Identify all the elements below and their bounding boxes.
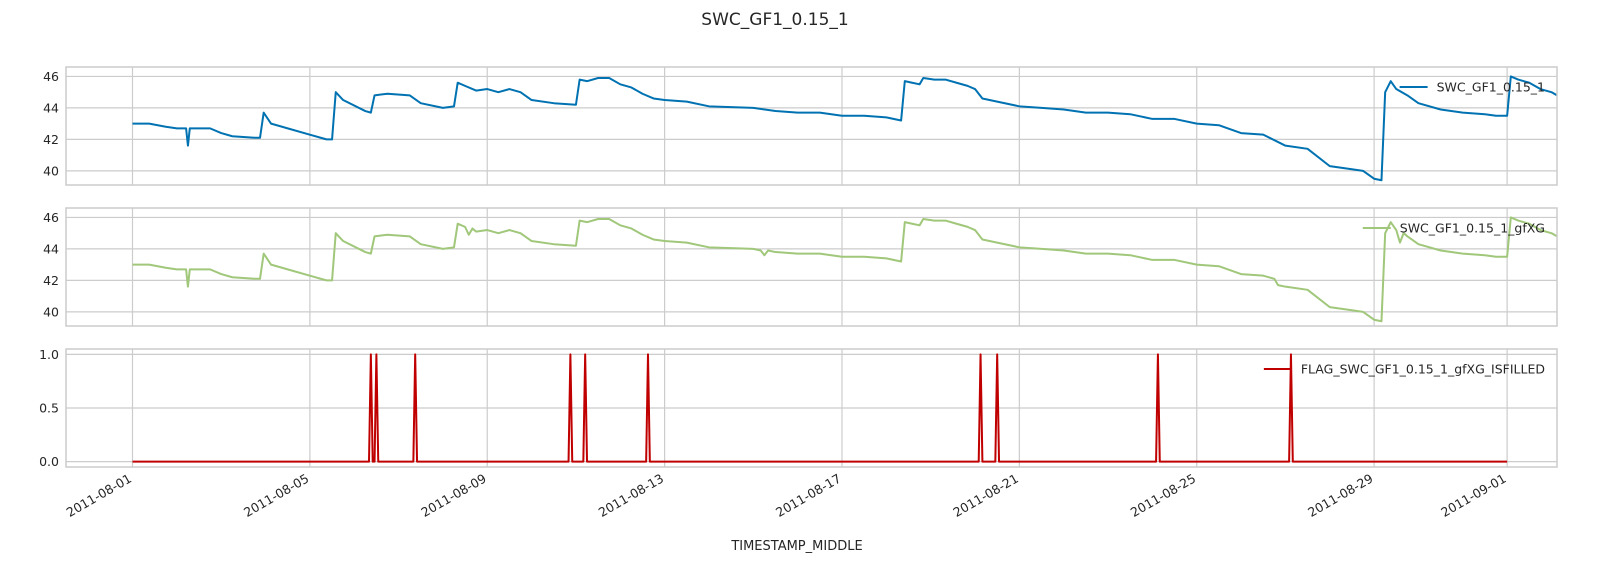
x-tick-label: 2011-08-05 bbox=[241, 471, 311, 520]
y-tick-label: 1.0 bbox=[39, 347, 59, 362]
legend-label: FLAG_SWC_GF1_0.15_1_gfXG_ISFILLED bbox=[1301, 362, 1545, 377]
subplot-1: 40 42 44 46 SWC_GF1_0.15_1 bbox=[43, 66, 1558, 186]
y-tick-label: 40 bbox=[43, 163, 59, 178]
series-line bbox=[132, 75, 1557, 182]
axes-frame bbox=[65, 207, 1558, 327]
x-tick-label: 2011-08-21 bbox=[950, 471, 1020, 520]
x-tick-label: 2011-08-09 bbox=[418, 471, 488, 520]
subplot-3: 0.0 0.5 1.0 FLAG_SWC_GF1_0.15_1_gfXG_ISFILL… bbox=[39, 347, 1558, 469]
legend-label: SWC_GF1_0.15_1_gfXG bbox=[1400, 221, 1545, 236]
chart-title: SWC_GF1_0.15_1 bbox=[701, 10, 848, 30]
legend: SWC_GF1_0.15_1 bbox=[1399, 80, 1545, 95]
y-tick-label: 46 bbox=[43, 210, 59, 225]
x-tick-label: 2011-08-17 bbox=[773, 471, 843, 520]
x-tick-label: 2011-08-25 bbox=[1128, 471, 1198, 520]
series-line bbox=[132, 353, 1508, 463]
axes-frame bbox=[65, 66, 1558, 186]
y-tick-label: 40 bbox=[43, 304, 59, 319]
legend: SWC_GF1_0.15_1_gfXG bbox=[1362, 221, 1545, 236]
x-tick-label: 2011-09-01 bbox=[1438, 471, 1508, 520]
x-tick-label: 2011-08-13 bbox=[596, 471, 666, 520]
x-tick-label: 2011-08-01 bbox=[64, 471, 134, 520]
subplot-2: 40 42 44 46 SWC_GF1_0.15_1_gfXG bbox=[43, 207, 1558, 327]
axes-frame bbox=[65, 348, 1558, 468]
y-tick-label: 46 bbox=[43, 69, 59, 84]
y-tick-label: 44 bbox=[43, 100, 59, 115]
y-tick-label: 44 bbox=[43, 241, 59, 256]
y-tick-label: 42 bbox=[43, 273, 59, 288]
series-line bbox=[132, 216, 1557, 323]
y-tick-label: 42 bbox=[43, 132, 59, 147]
subplot-stack: 40 42 44 46 SWC_GF1_0.15_1 40 42 44 46 SWC_GF1_0.… bbox=[39, 66, 1558, 520]
legend-label: SWC_GF1_0.15_1 bbox=[1437, 80, 1545, 95]
y-tick-label: 0.5 bbox=[39, 401, 59, 416]
x-tick-label: 2011-08-29 bbox=[1305, 471, 1375, 520]
legend: FLAG_SWC_GF1_0.15_1_gfXG_ISFILLED bbox=[1263, 362, 1545, 377]
y-tick-label: 0.0 bbox=[39, 454, 59, 469]
x-axis-label: TIMESTAMP_MIDDLE bbox=[730, 539, 862, 554]
